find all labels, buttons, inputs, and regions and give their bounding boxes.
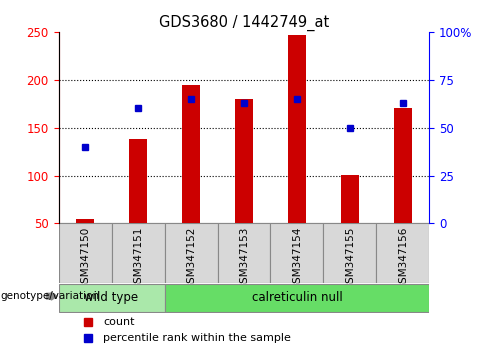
FancyBboxPatch shape (112, 223, 164, 283)
FancyBboxPatch shape (218, 223, 270, 283)
Text: GSM347154: GSM347154 (292, 227, 302, 290)
Bar (129, 139, 147, 223)
Bar (76, 219, 94, 223)
Text: GSM347150: GSM347150 (80, 227, 90, 290)
Title: GDS3680 / 1442749_at: GDS3680 / 1442749_at (159, 14, 329, 30)
Bar (288, 35, 306, 223)
FancyBboxPatch shape (164, 284, 429, 312)
Text: GSM347151: GSM347151 (133, 227, 143, 290)
Text: GSM347153: GSM347153 (239, 227, 249, 290)
FancyBboxPatch shape (324, 223, 376, 283)
FancyBboxPatch shape (59, 284, 164, 312)
Bar (235, 99, 253, 223)
Text: GSM347156: GSM347156 (398, 227, 408, 290)
Text: genotype/variation: genotype/variation (0, 291, 99, 301)
Text: percentile rank within the sample: percentile rank within the sample (103, 333, 291, 343)
FancyBboxPatch shape (376, 223, 429, 283)
FancyBboxPatch shape (270, 223, 324, 283)
Text: wild type: wild type (84, 291, 139, 304)
Text: GSM347152: GSM347152 (186, 227, 196, 290)
Text: calreticulin null: calreticulin null (252, 291, 343, 304)
Bar (394, 108, 412, 223)
Text: GSM347155: GSM347155 (345, 227, 355, 290)
Bar (341, 175, 359, 223)
Text: count: count (103, 318, 135, 327)
FancyBboxPatch shape (59, 223, 112, 283)
Bar (182, 85, 200, 223)
FancyBboxPatch shape (164, 223, 218, 283)
